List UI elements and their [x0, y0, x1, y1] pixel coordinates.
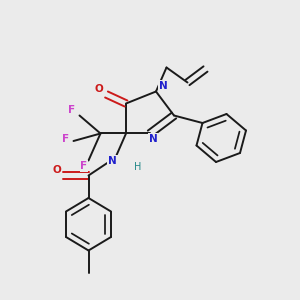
Text: N: N — [148, 134, 158, 144]
Text: H: H — [134, 161, 142, 172]
Text: F: F — [61, 134, 69, 145]
Text: O: O — [94, 84, 103, 94]
Text: N: N — [159, 81, 168, 91]
Text: F: F — [68, 105, 76, 115]
Text: F: F — [80, 161, 88, 171]
Text: N: N — [108, 155, 117, 166]
Text: O: O — [52, 165, 61, 175]
